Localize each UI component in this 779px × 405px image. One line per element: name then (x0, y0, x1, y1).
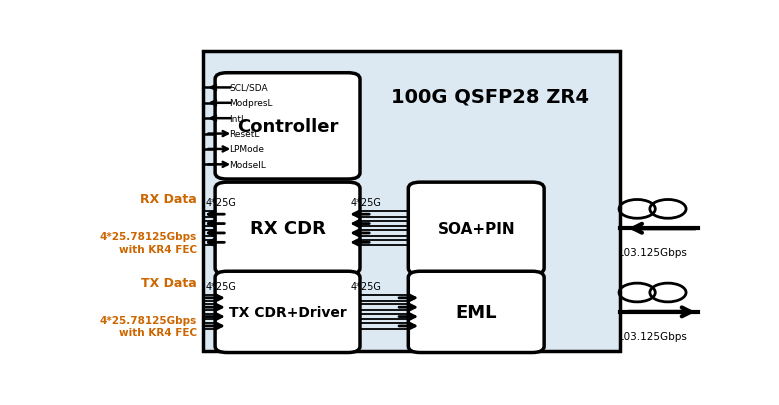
Text: ResetL: ResetL (230, 130, 260, 139)
Text: 4*25G: 4*25G (351, 281, 382, 291)
FancyBboxPatch shape (215, 74, 360, 179)
Text: 4*25G: 4*25G (351, 198, 382, 208)
Text: RX CDR: RX CDR (249, 220, 326, 238)
Text: with KR4 FEC: with KR4 FEC (119, 327, 197, 337)
FancyBboxPatch shape (408, 272, 544, 353)
Text: SCL/SDA: SCL/SDA (230, 84, 268, 93)
Text: TX CDR+Driver: TX CDR+Driver (229, 305, 347, 319)
Text: LPMode: LPMode (230, 145, 265, 154)
Text: 4*25.78125Gbps: 4*25.78125Gbps (100, 315, 197, 325)
Text: ModpresL: ModpresL (230, 99, 273, 108)
Text: with KR4 FEC: with KR4 FEC (119, 244, 197, 254)
FancyBboxPatch shape (215, 183, 360, 275)
Text: EML: EML (456, 303, 497, 321)
Text: IntL: IntL (230, 114, 247, 124)
Text: SOA+PIN: SOA+PIN (437, 221, 515, 236)
Bar (203, 52, 619, 351)
FancyBboxPatch shape (408, 183, 544, 275)
Text: Controller: Controller (237, 117, 338, 136)
Text: TX Data: TX Data (141, 276, 197, 289)
Text: 4*25G: 4*25G (206, 281, 237, 291)
Text: 100G QSFP28 ZR4: 100G QSFP28 ZR4 (391, 87, 589, 107)
FancyBboxPatch shape (215, 272, 360, 353)
Text: 103.125Gbps: 103.125Gbps (618, 247, 688, 258)
Text: 4*25G: 4*25G (206, 198, 237, 208)
Text: 103.125Gbps: 103.125Gbps (618, 331, 688, 341)
Text: ModselL: ModselL (230, 160, 266, 169)
Text: RX Data: RX Data (140, 193, 197, 206)
Text: 4*25.78125Gbps: 4*25.78125Gbps (100, 232, 197, 241)
